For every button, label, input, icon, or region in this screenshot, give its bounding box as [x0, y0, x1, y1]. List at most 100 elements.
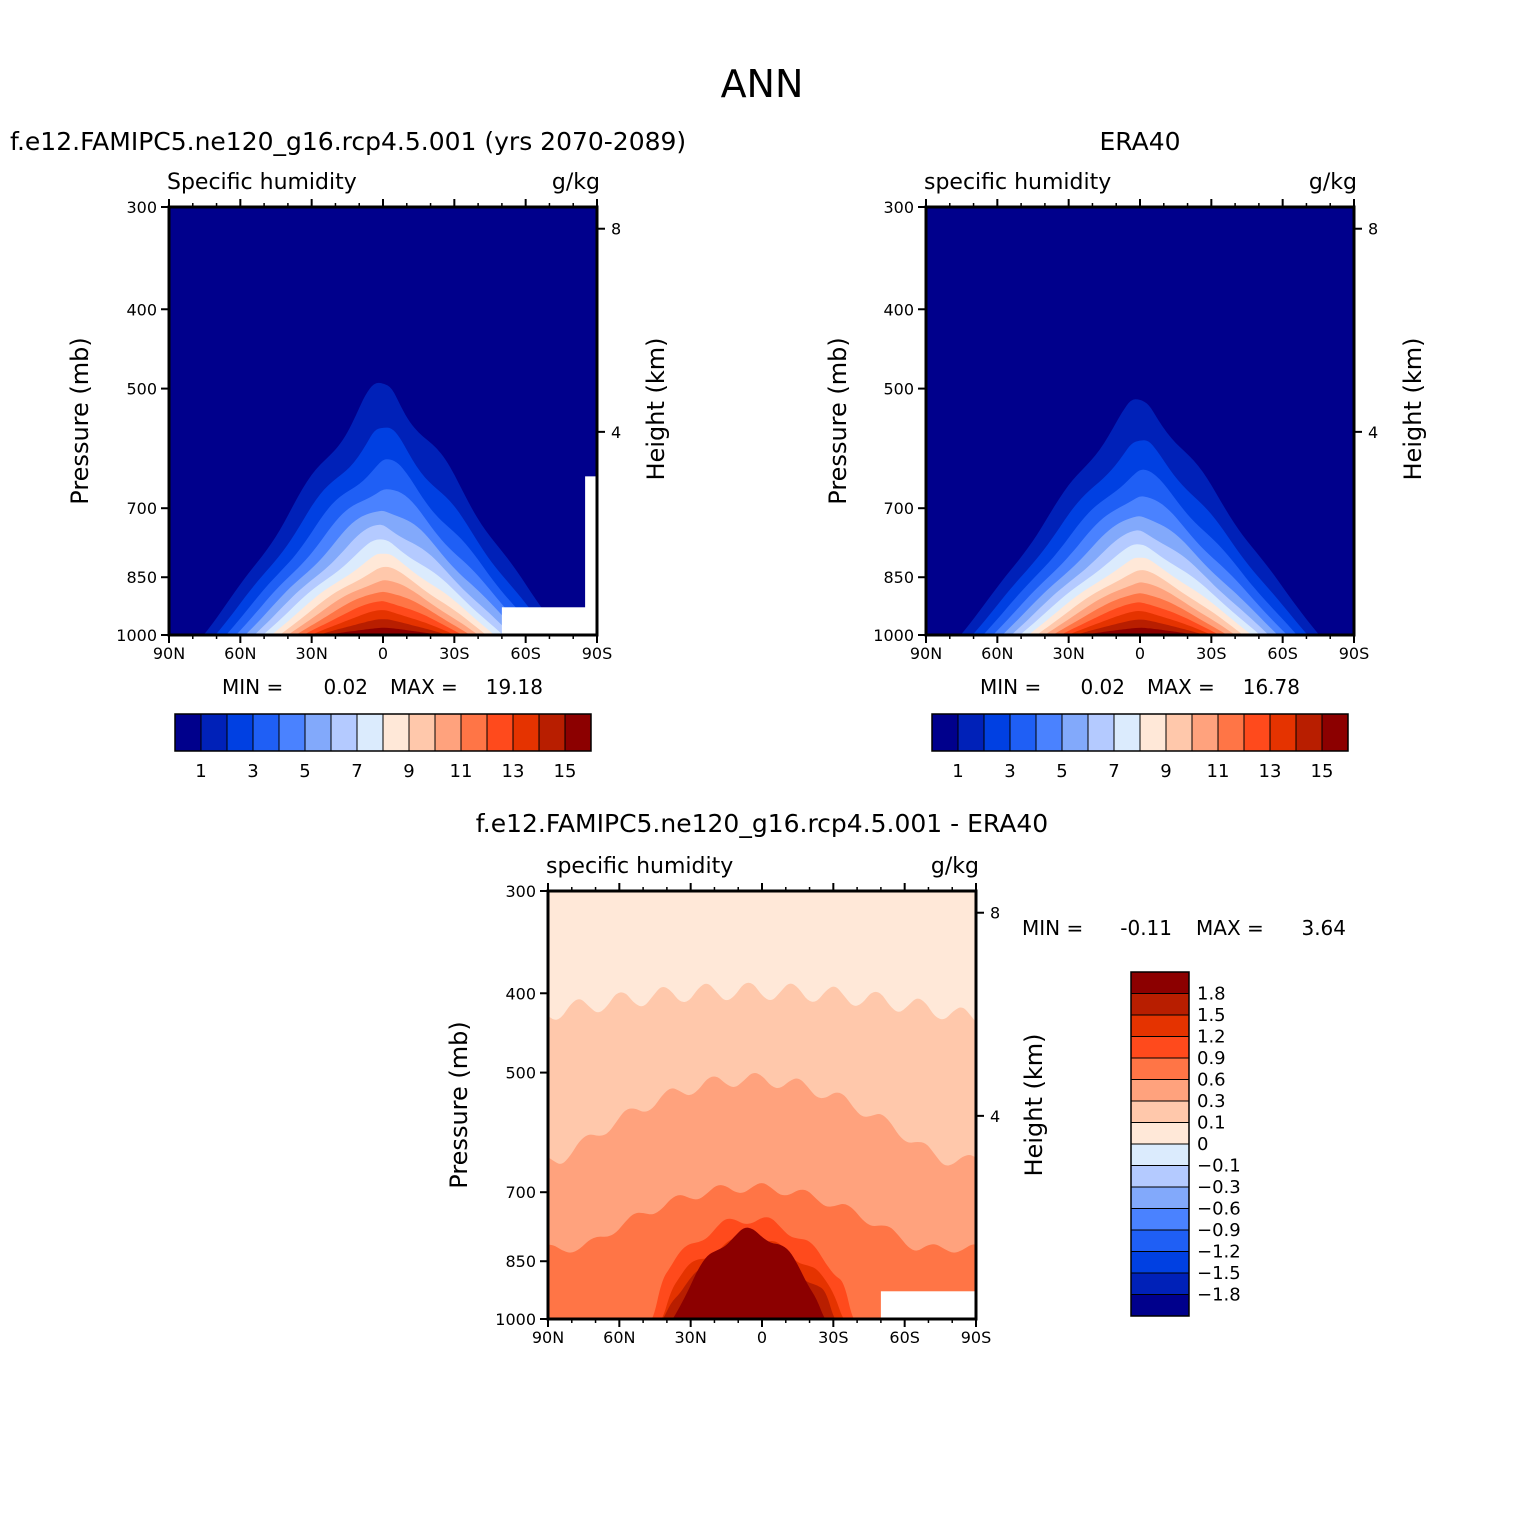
- obs-x-tick-label: 0: [1135, 644, 1145, 663]
- obs-colorbar-box: [1165, 713, 1193, 752]
- diff-colorbar-label: −1.2: [1197, 1242, 1241, 1263]
- model-colorbar-box: [512, 713, 540, 752]
- model-min-label: MIN =: [222, 675, 283, 699]
- model-variable-label: Specific humidity: [167, 170, 357, 195]
- model-case-title: f.e12.FAMIPC5.ne120_g16.rcp4.5.001 (yrs …: [10, 127, 686, 156]
- obs-colorbar-box: [1035, 713, 1063, 752]
- diff-x-tick-label: 90S: [961, 1328, 992, 1347]
- figure-title: ANN: [721, 62, 804, 106]
- diff-colorbar-frame: [1130, 971, 1190, 1317]
- diff-y-tick-label: 700: [505, 1183, 536, 1202]
- obs-max-value: 16.78: [1243, 675, 1300, 699]
- diff-y2-axis-label: Height (km): [1020, 1034, 1048, 1177]
- diff-colorbar-label: 0: [1197, 1134, 1208, 1155]
- obs-colorbar-box: [1243, 713, 1271, 752]
- diff-colorbar-box: [1130, 1186, 1190, 1209]
- obs-colorbar-label: 7: [1108, 761, 1119, 782]
- model-colorbar-box: [174, 713, 202, 752]
- obs-x-tick-label: 90S: [1339, 644, 1370, 663]
- diff-colorbar-box: [1130, 1057, 1190, 1080]
- diff-x-tick-label: 30S: [818, 1328, 849, 1347]
- obs-colorbar-box: [1321, 713, 1349, 752]
- model-y-tick-label: 400: [126, 300, 157, 319]
- model-units-label: g/kg: [552, 170, 600, 195]
- model-y-tick-label: 850: [126, 568, 157, 587]
- diff-colorbar-label: 1.8: [1197, 984, 1226, 1005]
- obs-colorbar-box: [1139, 713, 1167, 752]
- model-y-tick-label: 300: [126, 198, 157, 217]
- diff-colorbar-label: −0.9: [1197, 1220, 1241, 1241]
- diff-x-tick-label: 0: [757, 1328, 767, 1347]
- model-colorbar: 1 3 5 7 9 11 13 15: [174, 713, 592, 782]
- diff-colorbar-label: −0.1: [1197, 1156, 1241, 1177]
- model-x-tick-label: 0: [378, 644, 388, 663]
- model-contour-band: [319, 619, 447, 635]
- model-colorbar-label: 1: [195, 761, 206, 782]
- obs-units-label: g/kg: [1309, 170, 1357, 195]
- obs-colorbar-box: [1113, 713, 1141, 752]
- model-colorbar-label: 5: [299, 761, 310, 782]
- diff-colorbar-box: [1130, 1229, 1190, 1252]
- model-x-tick-label: 30S: [439, 644, 470, 663]
- model-colorbar-box: [252, 713, 280, 752]
- obs-colorbar-box: [983, 713, 1011, 752]
- obs-y-tick-label: 400: [883, 300, 914, 319]
- diff-y-tick-label: 850: [505, 1252, 536, 1271]
- diff-axes: 90N 60N 30N 0 30S 60S 90S 300 400 500 700 850 1000 8 4: [495, 882, 1000, 1347]
- diff-colorbar-label: −1.5: [1197, 1263, 1241, 1284]
- obs-y2-tick-label: 4: [1368, 423, 1378, 442]
- diff-colorbar-box: [1130, 1122, 1190, 1145]
- model-colorbar-label: 11: [450, 761, 473, 782]
- diff-y-tick-label: 300: [505, 882, 536, 901]
- obs-y-tick-label: 500: [883, 380, 914, 399]
- obs-axes: 90N 60N 30N 0 30S 60S 90S 300 400 500 700 850 1000 8 4: [873, 198, 1378, 663]
- diff-colorbar-box: [1130, 1036, 1190, 1059]
- obs-colorbar-label: 1: [952, 761, 963, 782]
- diff-colorbar-box: [1130, 1294, 1190, 1317]
- obs-y-tick-label: 700: [883, 499, 914, 518]
- model-contour-plot: [169, 207, 597, 635]
- diff-units-label: g/kg: [931, 854, 979, 879]
- diff-colorbar-box: [1130, 993, 1190, 1016]
- diff-contour-plot: [548, 891, 976, 1319]
- diff-y2-tick-label: 8: [990, 904, 1000, 923]
- model-x-tick-label: 90S: [582, 644, 613, 663]
- diff-colorbar-label: 0.9: [1197, 1048, 1226, 1069]
- model-y-tick-label: 1000: [116, 626, 157, 645]
- diff-colorbar-box: [1130, 1251, 1190, 1274]
- obs-colorbar-frame: [931, 713, 1349, 752]
- model-y2-tick-label: 8: [611, 220, 621, 239]
- obs-y-tick-label: 300: [883, 198, 914, 217]
- model-colorbar-box: [564, 713, 592, 752]
- obs-y2-axis-label: Height (km): [1399, 338, 1427, 481]
- diff-colorbar-box: [1130, 1079, 1190, 1102]
- obs-colorbar-box: [1061, 713, 1089, 752]
- model-y2-axis-label: Height (km): [642, 338, 670, 481]
- diff-colorbar-box: [1130, 1208, 1190, 1231]
- diff-y-tick-label: 500: [505, 1064, 536, 1083]
- diff-colorbar: 1.81.51.20.90.60.30.10−0.1−0.3−0.6−0.9−1…: [1130, 971, 1241, 1317]
- model-y-tick-label: 700: [126, 499, 157, 518]
- obs-colorbar-label: 5: [1056, 761, 1067, 782]
- model-missing-region: [501, 607, 597, 635]
- diff-y-tick-label: 400: [505, 984, 536, 1003]
- diff-y-axis-label: Pressure (mb): [445, 1021, 473, 1188]
- obs-colorbar-label: 9: [1160, 761, 1171, 782]
- obs-colorbar-box: [1295, 713, 1323, 752]
- diff-colorbar-box: [1130, 1100, 1190, 1123]
- obs-colorbar-box: [1217, 713, 1245, 752]
- obs-max-label: MAX =: [1147, 675, 1215, 699]
- obs-colorbar-label: 3: [1004, 761, 1015, 782]
- diff-x-tick-label: 60N: [603, 1328, 635, 1347]
- obs-case-title: ERA40: [1099, 127, 1180, 156]
- diff-colorbar-box: [1130, 1272, 1190, 1295]
- diff-colorbar-label: 1.5: [1197, 1005, 1226, 1026]
- diff-y2-tick-label: 4: [990, 1107, 1000, 1126]
- model-y-axis-label: Pressure (mb): [66, 337, 94, 504]
- obs-colorbar-box: [1269, 713, 1297, 752]
- diff-max-label: MAX =: [1196, 916, 1264, 940]
- model-min-value: 0.02: [323, 675, 368, 699]
- model-colorbar-box: [226, 713, 254, 752]
- diff-contour-band: [672, 1227, 826, 1319]
